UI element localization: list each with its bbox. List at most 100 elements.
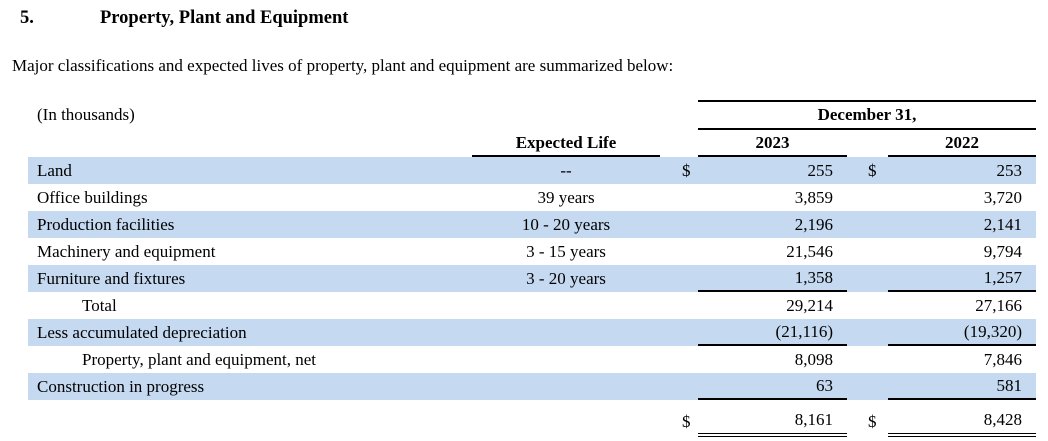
row-label: Office buildings — [37, 187, 148, 207]
units-note: (In thousands) — [37, 105, 135, 124]
row-gap — [660, 238, 678, 265]
section-number: 5. — [20, 8, 34, 28]
row-dollar-sign-2023: $ — [682, 412, 691, 431]
row-label: Property, plant and equipment, net — [82, 349, 317, 369]
row-value-2022: 8,428 — [888, 407, 1036, 437]
table-row: Construction in progress 63 581 — [28, 373, 1036, 400]
row-value-2023: 255 — [807, 160, 834, 180]
header-gap — [678, 130, 698, 157]
year-2022-header: 2022 — [888, 130, 1036, 157]
header-spacer — [28, 130, 472, 157]
row-gap — [660, 407, 678, 437]
intro-paragraph: Major classifications and expected lives… — [12, 56, 674, 75]
row-value-2023: 8,098 — [794, 349, 833, 369]
row-value-2023: 8,161 — [698, 407, 847, 437]
row-expected-life — [472, 373, 660, 400]
row-dollar-sign-2022 — [866, 346, 888, 373]
row-dollar-sign-2023: $ — [682, 160, 691, 180]
row-gap — [660, 346, 678, 373]
row-gap — [847, 346, 866, 373]
row-dollar-sign-2022: $ — [868, 160, 877, 180]
section-heading: 5. Property, Plant and Equipment — [0, 8, 1048, 29]
header-gap — [660, 130, 678, 157]
row-gap — [847, 184, 866, 211]
table-row: Less accumulated depreciation (21,116) (19… — [28, 319, 1036, 346]
row-gap — [660, 211, 678, 238]
row-dollar-sign-2023 — [678, 373, 698, 400]
row-dollar-sign-2022 — [866, 184, 888, 211]
row-gap — [847, 211, 866, 238]
row-dollar-sign-2022: $ — [868, 412, 877, 431]
row-dollar-sign-2022 — [866, 292, 888, 319]
row-label: Production facilities — [37, 214, 175, 234]
header-gap — [866, 130, 888, 157]
table-header-row-date: (In thousands) December 31, — [28, 100, 1036, 130]
row-gap — [847, 157, 866, 184]
row-gap — [847, 373, 866, 400]
table-row: Office buildings 39 years 3,859 3,720 — [28, 184, 1036, 211]
row-value-2022: 2,141 — [983, 214, 1022, 234]
section-title: Property, Plant and Equipment — [100, 8, 349, 28]
row-dollar-sign-2023 — [678, 346, 698, 373]
row-value-2023: 29,214 — [786, 295, 833, 315]
row-dollar-sign-2023 — [678, 184, 698, 211]
row-value-2023: 21,546 — [786, 241, 833, 261]
table-row: $8,161 $8,428 — [28, 407, 1036, 437]
row-label: Construction in progress — [37, 376, 205, 396]
row-gap — [660, 373, 678, 400]
row-expected-life — [472, 407, 660, 437]
row-gap — [847, 238, 866, 265]
row-dollar-sign-2023 — [678, 319, 698, 346]
table-header-row-columns: Expected Life 2023 2022 — [28, 130, 1036, 157]
row-gap — [847, 407, 866, 437]
row-expected-life — [472, 346, 660, 373]
date-header: December 31, — [698, 100, 1036, 130]
row-gap — [660, 157, 678, 184]
row-dollar-sign-2023 — [678, 265, 698, 292]
row-value-2023: 63 — [698, 373, 847, 400]
table-row: Production facilities 10 - 20 years 2,196 2… — [28, 211, 1036, 238]
row-label: Furniture and fixtures — [37, 268, 186, 288]
row-gap — [847, 265, 866, 292]
row-value-2022: 27,166 — [975, 295, 1022, 315]
row-dollar-sign-2023 — [678, 292, 698, 319]
row-gap — [847, 319, 866, 346]
table-row: Machinery and equipment 3 - 15 years 21,54… — [28, 238, 1036, 265]
row-gap — [660, 265, 678, 292]
row-value-2022: 3,720 — [983, 187, 1022, 207]
row-value-2022: 9,794 — [983, 241, 1022, 261]
row-dollar-sign-2022 — [866, 319, 888, 346]
table-row: Total 29,214 27,166 — [28, 292, 1036, 319]
row-expected-life — [472, 292, 660, 319]
year-2023-header: 2023 — [698, 130, 847, 157]
row-value-2022: 581 — [888, 373, 1036, 400]
row-dollar-sign-2022 — [866, 373, 888, 400]
row-expected-life: 3 - 15 years — [526, 241, 606, 261]
row-gap — [660, 319, 678, 346]
row-gap — [660, 184, 678, 211]
row-dollar-sign-2023 — [678, 238, 698, 265]
row-dollar-sign-2022 — [866, 211, 888, 238]
table-body: Land -- $255 $253 Office buildings 39 years 3,… — [28, 157, 1036, 437]
row-dollar-sign-2022 — [866, 238, 888, 265]
row-value-2023: 3,859 — [794, 187, 833, 207]
row-value-2023: 1,358 — [698, 265, 847, 292]
table-row: Land -- $255 $253 — [28, 157, 1036, 184]
row-dollar-sign-2023 — [678, 211, 698, 238]
row-value-2022: 253 — [996, 160, 1023, 180]
row-value-2022: 1,257 — [888, 265, 1036, 292]
row-label: Land — [37, 160, 72, 180]
row-expected-life — [472, 319, 660, 346]
row-value-2023: (21,116) — [698, 319, 847, 346]
header-gap — [847, 130, 866, 157]
row-expected-life: 39 years — [537, 187, 595, 207]
row-value-2022: 7,846 — [983, 349, 1022, 369]
row-value-2022: (19,320) — [888, 319, 1036, 346]
row-label: Total — [82, 295, 117, 315]
row-dollar-sign-2022 — [866, 265, 888, 292]
row-gap — [847, 292, 866, 319]
table-row: Property, plant and equipment, net 8,098 7… — [28, 346, 1036, 373]
row-expected-life: -- — [560, 160, 572, 180]
row-label: Machinery and equipment — [37, 241, 216, 261]
